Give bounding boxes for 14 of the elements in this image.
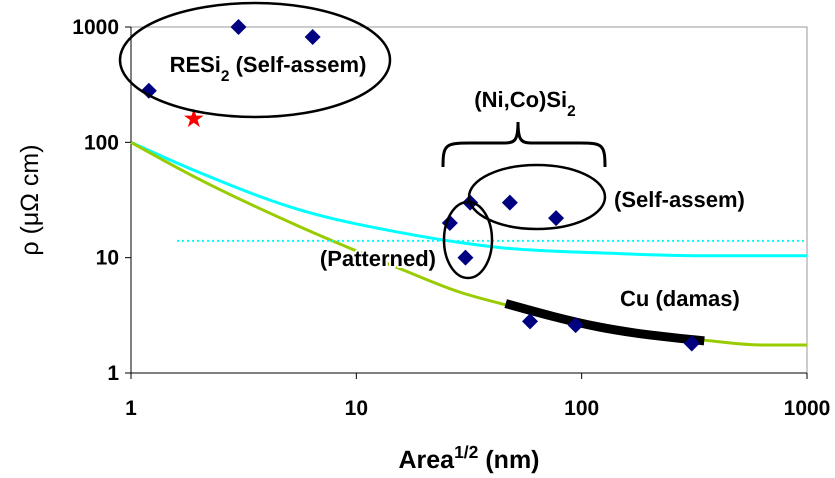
y-tick-label: 10: [96, 246, 119, 270]
x-tick-label: 1: [125, 397, 138, 420]
y-axis-title: ρ (μΩ cm): [16, 144, 44, 256]
x-tick-label: 10: [344, 397, 368, 420]
x-tick-label: 100: [564, 397, 600, 420]
annotation: (Self-assem): [614, 187, 745, 212]
annotation: Cu (damas): [620, 286, 740, 311]
y-tick-label: 1: [107, 362, 120, 385]
x-axis-title: Area$^{1/2}$ (nm): [398, 442, 540, 474]
annotation: (Ni,Co)Si$_{2}$: [474, 87, 576, 120]
annotation: RESi$_{2}$ (Self-assem): [170, 52, 366, 84]
y-tick-label: 1000: [72, 16, 119, 39]
x-tick-label: 1000: [784, 397, 830, 420]
y-tick-label: 100: [84, 131, 119, 154]
